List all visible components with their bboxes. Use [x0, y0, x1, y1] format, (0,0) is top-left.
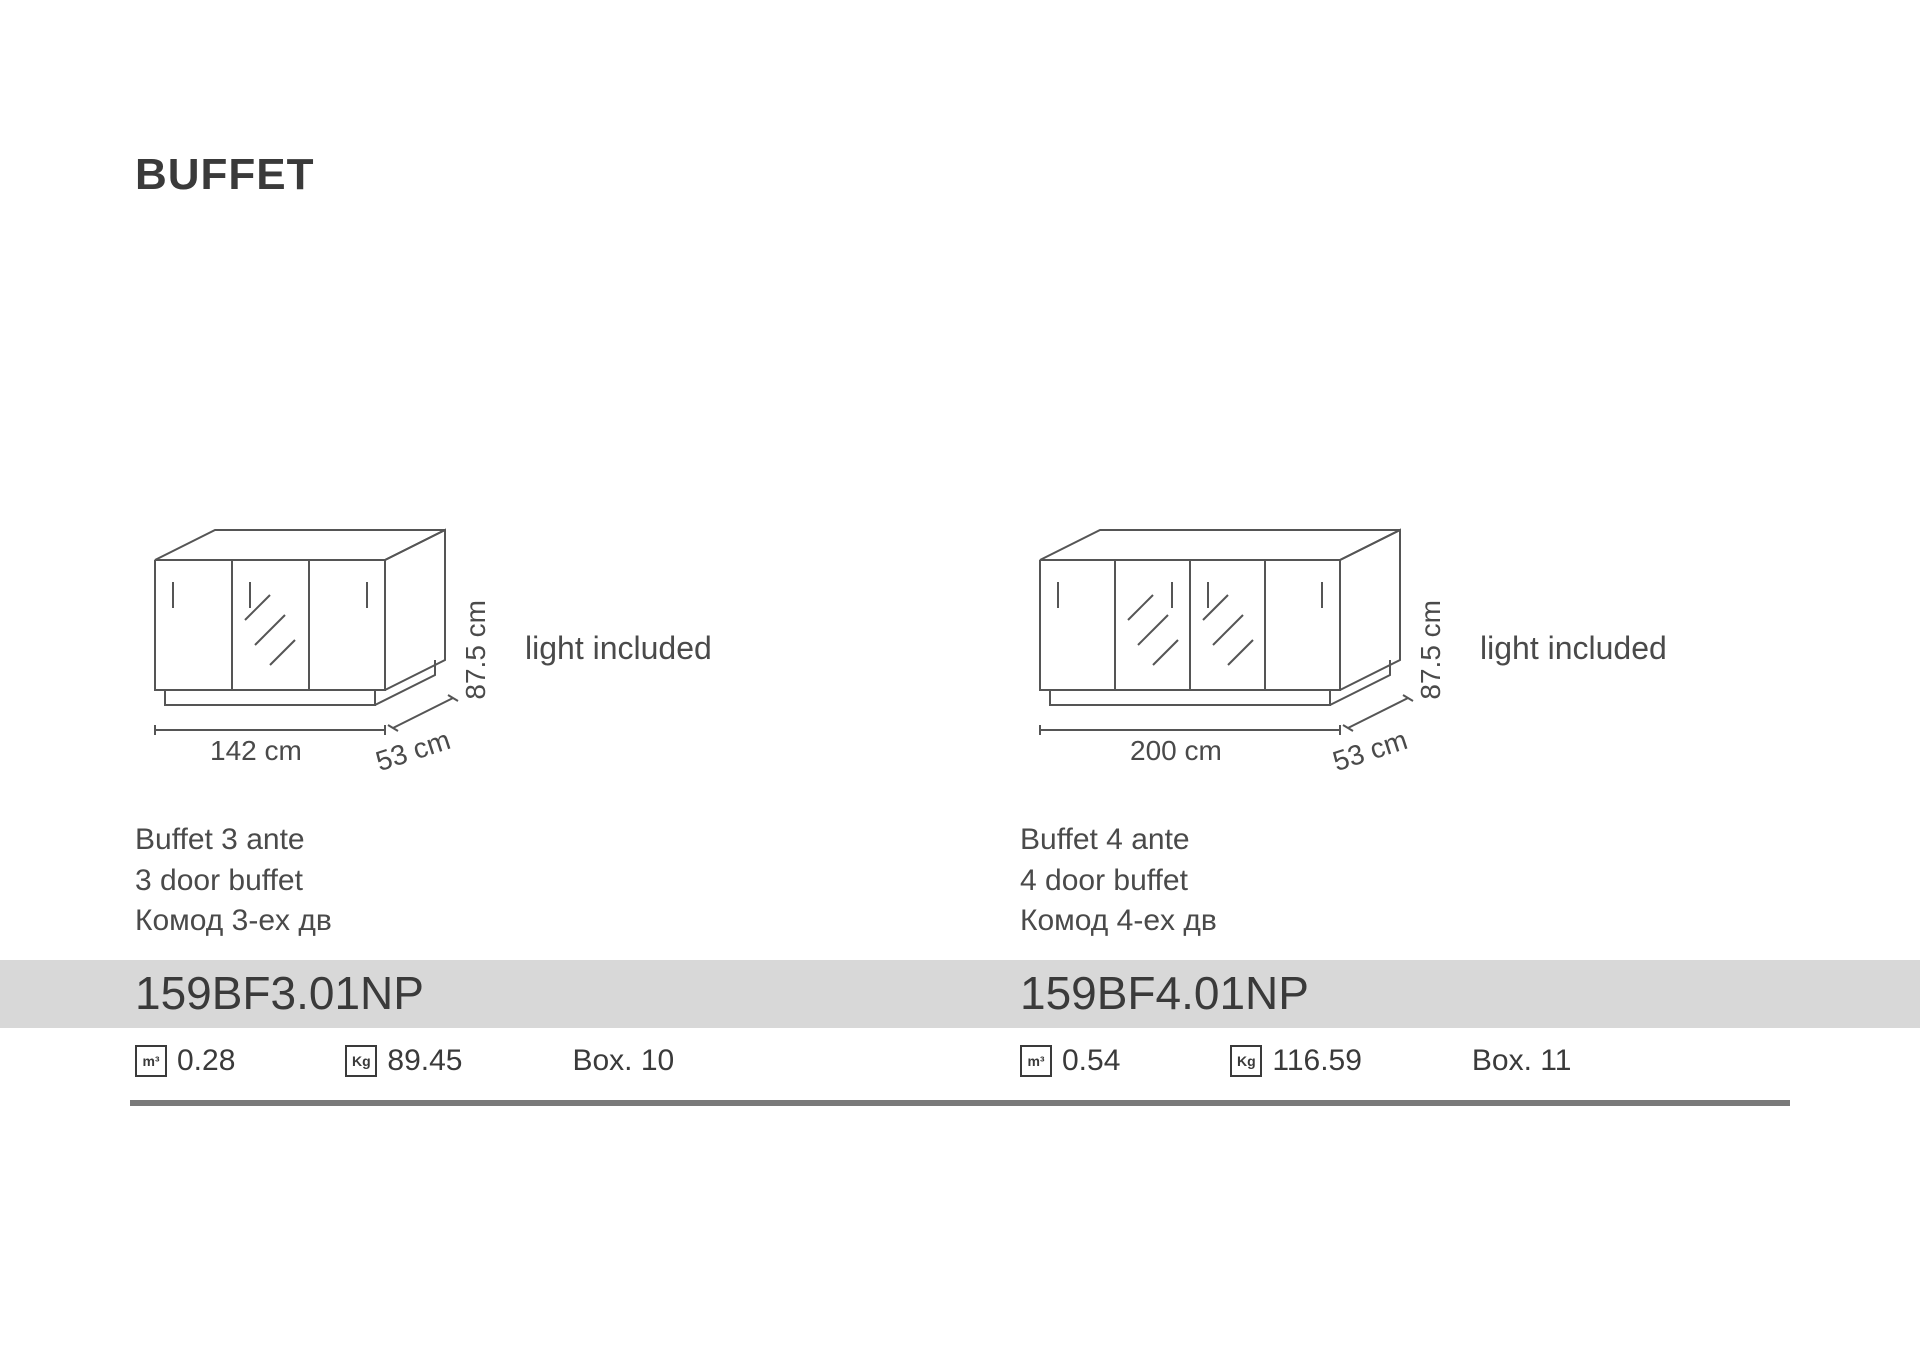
volume-icon: m³	[135, 1045, 167, 1077]
spec-volume: m³ 0.28	[135, 1044, 235, 1078]
note-light-included: light included	[1480, 630, 1667, 667]
product-descriptions: Buffet 4 ante 4 door buffet Комод 4-ex д…	[1020, 820, 1870, 942]
desc-english: 4 door buffet	[1020, 861, 1870, 902]
buffet-3-door-diagram	[135, 500, 475, 760]
spec-volume: m³ 0.54	[1020, 1044, 1120, 1078]
desc-russian: Комод 3-ex дв	[135, 901, 985, 942]
specs-row: m³ 0.28 Kg 89.45 Box. 10 m³ 0.54 Kg 116.…	[0, 1038, 1920, 1098]
spec-weight: Kg 116.59	[1230, 1044, 1362, 1078]
box-value: Box. 11	[1472, 1044, 1572, 1078]
volume-value: 0.54	[1062, 1044, 1120, 1078]
product-4-door: 87.5 cm 200 cm 53 cm light included Buff…	[1020, 500, 1870, 942]
height-dimension: 87.5 cm	[460, 600, 492, 700]
desc-italian: Buffet 4 ante	[1020, 820, 1870, 861]
weight-value: 116.59	[1272, 1044, 1362, 1078]
desc-russian: Комод 4-ex дв	[1020, 901, 1870, 942]
width-dimension: 200 cm	[1130, 735, 1222, 767]
desc-english: 3 door buffet	[135, 861, 985, 902]
divider	[130, 1100, 1790, 1106]
volume-value: 0.28	[177, 1044, 235, 1078]
drawing-4-door: 87.5 cm 200 cm 53 cm light included	[1020, 500, 1870, 800]
sku-code: 159BF3.01NP	[135, 966, 424, 1020]
sku-row: 159BF3.01NP 159BF4.01NP	[0, 960, 1920, 1028]
drawing-3-door: 87.5 cm 142 cm 53 cm light included	[135, 500, 985, 800]
product-3-door: 87.5 cm 142 cm 53 cm light included Buff…	[135, 500, 985, 942]
spec-box: Box. 11	[1472, 1044, 1572, 1078]
specs-3-door: m³ 0.28 Kg 89.45 Box. 10	[135, 1044, 674, 1078]
desc-italian: Buffet 3 ante	[135, 820, 985, 861]
buffet-4-door-diagram	[1020, 500, 1440, 760]
note-light-included: light included	[525, 630, 712, 667]
weight-icon: Kg	[1230, 1045, 1262, 1077]
box-value: Box. 10	[572, 1044, 674, 1078]
height-dimension: 87.5 cm	[1415, 600, 1447, 700]
specs-4-door: m³ 0.54 Kg 116.59 Box. 11	[1020, 1044, 1571, 1078]
sku-code: 159BF4.01NP	[1020, 966, 1309, 1020]
width-dimension: 142 cm	[210, 735, 302, 767]
page-title: BUFFET	[135, 150, 315, 200]
product-descriptions: Buffet 3 ante 3 door buffet Комод 3-ex д…	[135, 820, 985, 942]
weight-icon: Kg	[345, 1045, 377, 1077]
spec-weight: Kg 89.45	[345, 1044, 462, 1078]
spec-box: Box. 10	[572, 1044, 674, 1078]
volume-icon: m³	[1020, 1045, 1052, 1077]
weight-value: 89.45	[387, 1044, 462, 1078]
